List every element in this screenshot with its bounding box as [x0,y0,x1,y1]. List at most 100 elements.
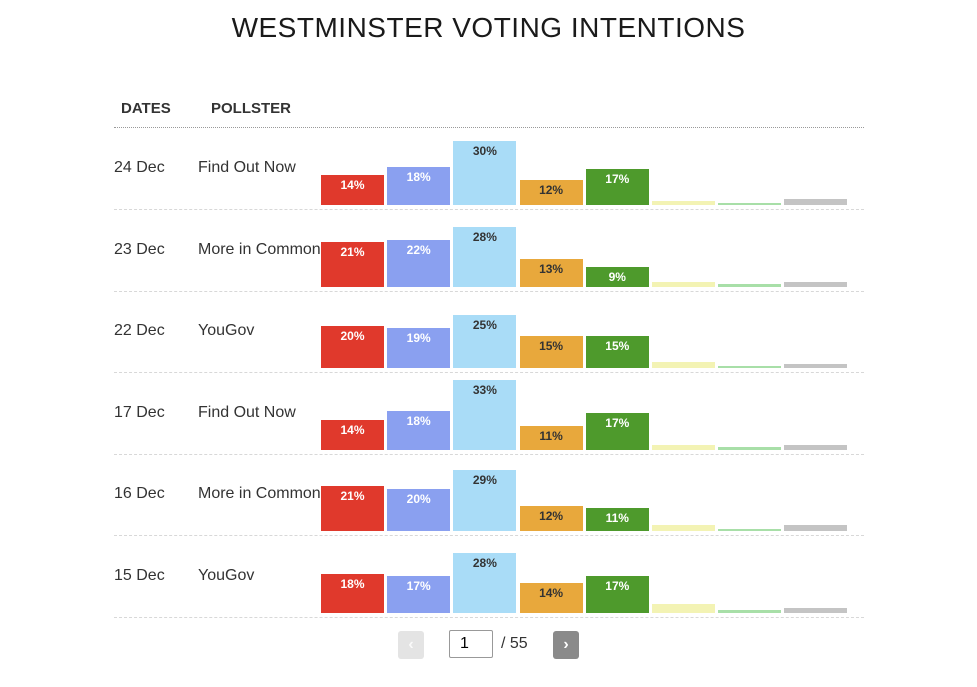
bar [519,179,583,205]
poll-date: 15 Dec [114,566,165,584]
bar-group: 14% 18% 30% 12% 17% [321,131,851,205]
bar [321,241,384,287]
bar-value-label: 25% [472,317,497,332]
bar [519,426,583,450]
bar [784,198,848,205]
bar-value-label: 17% [605,416,630,431]
table-row: 22 Dec YouGov 20% 19% 25% 15% 15% [114,291,864,373]
bar [321,419,384,450]
pagination: ‹ / 55 › [0,630,977,660]
bar [387,488,451,531]
bar [718,447,782,450]
bar-value-label: 14% [340,422,365,437]
bar [519,505,583,531]
bar [453,553,517,613]
bar [387,166,451,205]
bar-value-label: 22% [406,242,431,257]
pollster-name: YouGov [198,322,255,339]
bar [387,576,451,613]
bar [321,574,384,613]
bar-value-label: 11% [539,429,563,444]
bar-value-label: 21% [340,489,365,504]
bar [585,168,649,205]
bar [453,314,517,368]
poll-date: 23 Dec [114,240,165,258]
bar [652,361,715,368]
bar-value-label: 20% [340,328,365,343]
pollster-name: Find Out Now [198,159,296,176]
poll-date: 17 Dec [114,403,165,421]
bar-value-label: 17% [605,579,630,594]
bar [321,486,384,531]
bar [519,336,583,368]
bar [519,258,583,287]
bar [784,363,848,368]
bar-value-label: 17% [605,171,630,186]
bar-group: 21% 20% 29% 12% 11% [321,457,851,531]
bar [718,202,782,205]
bar-value-label: 19% [406,330,431,345]
table-row: 17 Dec Find Out Now 14% 18% 33% 11% 17% [114,373,864,455]
chart-title: WESTMINSTER VOTING INTENTIONS [231,12,746,43]
bar-value-label: 9% [608,270,626,285]
bar [585,413,649,450]
bar [784,282,848,287]
pollster-name: Find Out Now [198,403,296,421]
bar [585,507,649,531]
bar [784,524,848,531]
bar-value-label: 18% [406,414,431,429]
bar-value-label: 13% [539,261,564,276]
table-row: 16 Dec More in Common 21% 20% 29% 12% 11% [114,454,864,536]
header-divider [114,127,864,128]
poll-date: 22 Dec [114,322,165,339]
pollster-name: YouGov [198,566,255,584]
bar-group: 14% 18% 33% 11% 17% [321,376,851,450]
bar [585,336,649,368]
next-page-button[interactable]: › [553,631,579,659]
bar-value-label: 29% [472,472,497,487]
bar-value-label: 14% [539,585,564,600]
bar [652,200,715,205]
bar-value-label: 18% [406,169,431,184]
bar-group: 18% 17% 28% 14% 17% [321,539,851,613]
bar [453,141,517,205]
table-row: 23 Dec More in Common 21% 22% 28% 13% 9% [114,210,864,292]
bar [387,411,451,450]
bar [453,227,517,287]
page-total: / 55 [501,635,528,652]
bar-value-label: 12% [539,508,564,523]
bar [519,582,583,613]
bar-value-label: 12% [539,182,564,197]
bar-value-label: 18% [340,577,365,592]
bar-group: 21% 22% 28% 13% 9% [321,213,851,287]
bar [718,284,782,287]
bar [652,445,715,450]
bar [387,327,451,368]
bar [652,282,715,287]
bar [718,610,782,613]
table-row: 15 Dec YouGov 18% 17% 28% 14% 17% [114,536,864,618]
pollster-header: POLLSTER [211,100,292,117]
bar-value-label: 14% [340,178,365,193]
bar-value-label: 11% [605,510,629,525]
table-row: 24 Dec Find Out Now 14% 18% 30% 12% 17% [114,128,864,210]
bar [585,576,649,613]
bar-value-label: 28% [472,556,497,571]
bar [718,365,782,368]
bar [453,469,517,531]
bar [784,445,848,450]
dates-header: DATES [121,100,171,117]
bar [321,175,384,205]
page-number-input[interactable] [449,630,493,658]
prev-page-button[interactable]: ‹ [398,631,424,659]
bar [718,528,782,531]
bar-value-label: 33% [472,382,497,397]
bar [652,524,715,531]
pollster-name: More in Common [198,485,321,502]
bar [453,379,517,450]
poll-date: 24 Dec [114,159,165,176]
bar-value-label: 21% [340,244,365,259]
bar [321,325,384,368]
bar-value-label: 15% [539,339,564,354]
bar-value-label: 28% [472,230,497,245]
